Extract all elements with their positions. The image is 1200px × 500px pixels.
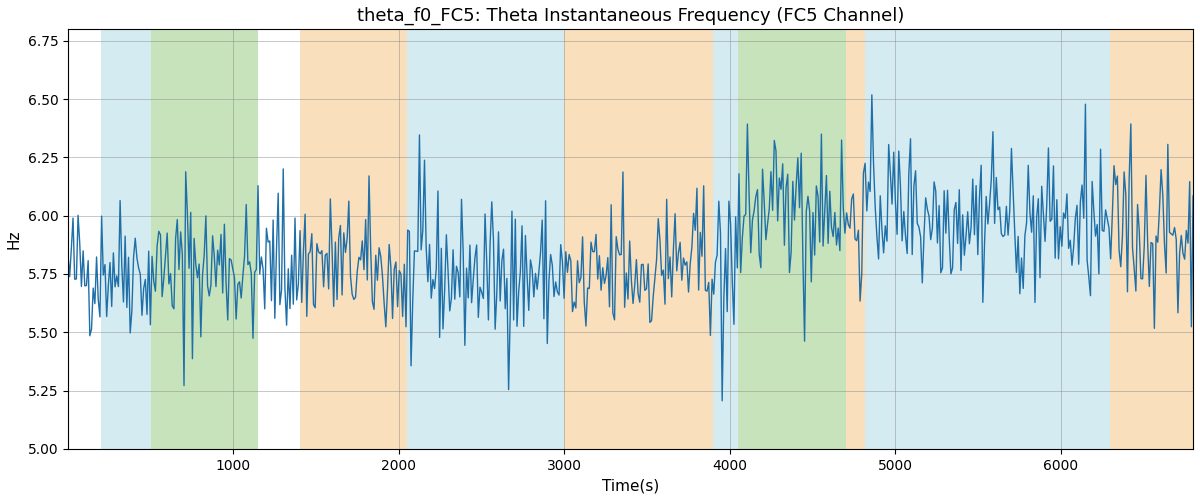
Bar: [1110, 30, 1193, 449]
X-axis label: Time(s): Time(s): [602, 478, 659, 493]
Bar: [101, 30, 151, 449]
Bar: [846, 30, 865, 449]
Bar: [713, 30, 738, 449]
Bar: [865, 30, 1110, 449]
Bar: [151, 30, 258, 449]
Bar: [738, 30, 846, 449]
Y-axis label: Hz: Hz: [7, 230, 22, 249]
Bar: [564, 30, 713, 449]
Bar: [407, 30, 564, 449]
Bar: [300, 30, 407, 449]
Title: theta_f0_FC5: Theta Instantaneous Frequency (FC5 Channel): theta_f0_FC5: Theta Instantaneous Freque…: [356, 7, 905, 25]
